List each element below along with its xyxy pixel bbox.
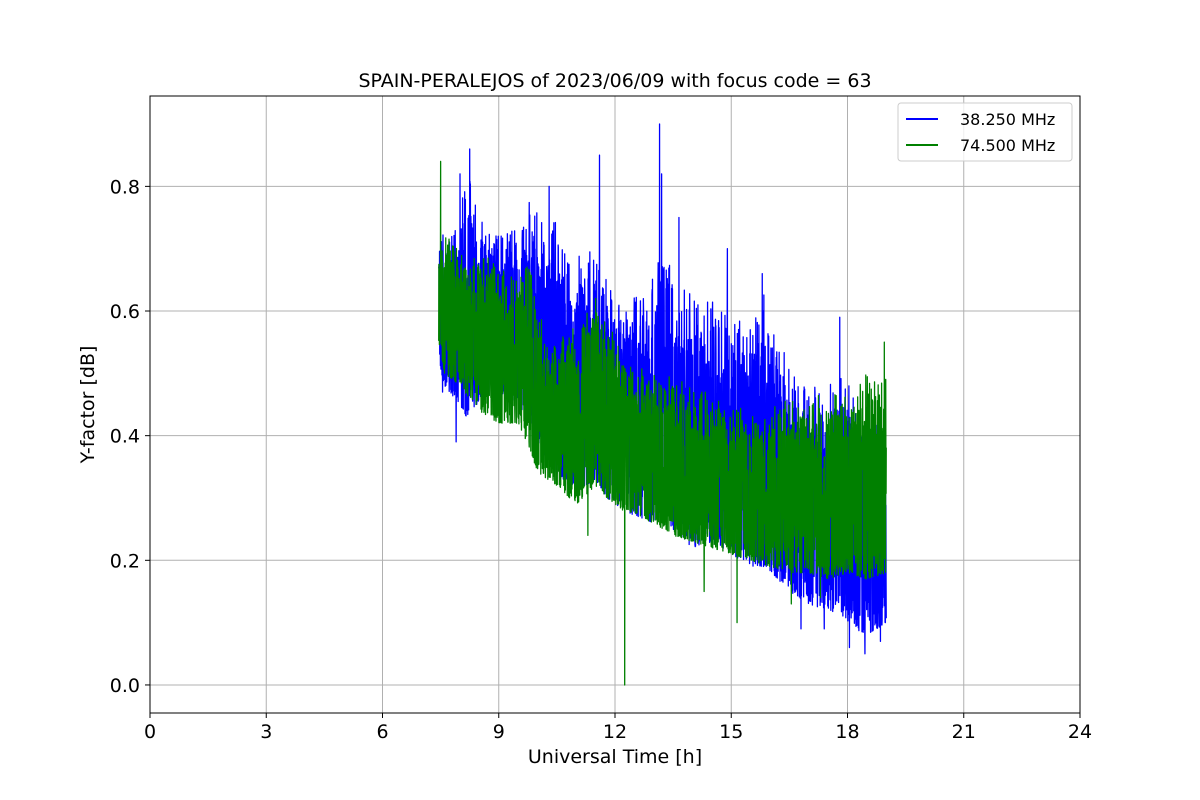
chart-title: SPAIN-PERALEJOS of 2023/06/09 with focus… [358, 70, 871, 92]
y-axis-title: Y-factor [dB] [77, 346, 99, 465]
series-layer [438, 123, 887, 686]
y-tick-label: 0.6 [110, 301, 140, 323]
x-tick-label: 0 [144, 721, 156, 743]
legend-label: 38.250 MHz [960, 110, 1055, 129]
y-tick-label: 0.0 [110, 675, 140, 697]
legend: 38.250 MHz 74.500 MHz [897, 102, 1073, 162]
x-tick-label: 6 [376, 721, 388, 743]
x-tick-label: 21 [952, 721, 976, 743]
x-tick-label: 9 [493, 721, 505, 743]
x-axis-title: Universal Time [h] [528, 746, 702, 768]
legend-box [897, 102, 1073, 162]
y-tick-label: 0.8 [110, 176, 140, 198]
y-ticks: 0.0 0.2 0.4 0.6 0.8 [110, 176, 150, 697]
legend-label: 74.500 MHz [960, 136, 1055, 155]
x-tick-label: 24 [1068, 721, 1092, 743]
x-tick-label: 15 [719, 721, 743, 743]
x-tick-label: 18 [835, 721, 859, 743]
y-tick-label: 0.2 [110, 550, 140, 572]
series-line-1 [438, 160, 887, 686]
x-ticks: 0 3 6 9 12 15 18 21 24 [144, 713, 1092, 743]
x-tick-label: 12 [603, 721, 627, 743]
x-tick-label: 3 [260, 721, 272, 743]
y-tick-label: 0.4 [110, 426, 140, 448]
